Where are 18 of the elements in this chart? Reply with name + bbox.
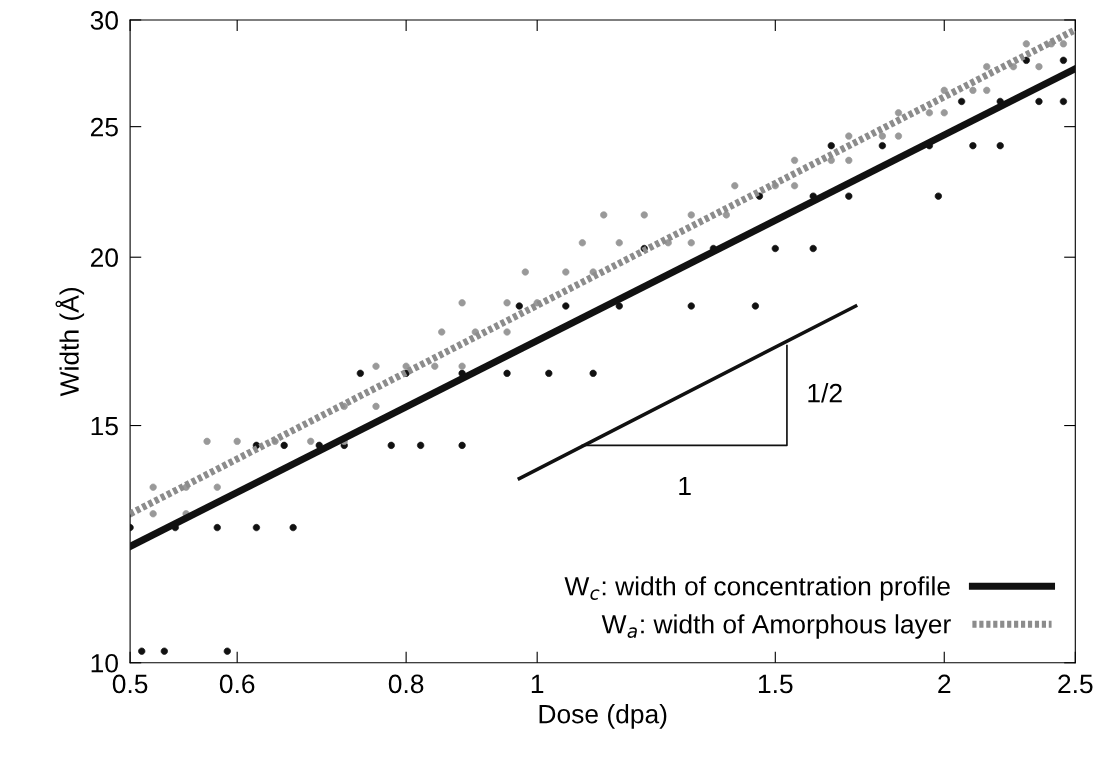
y-tick-label: 10 <box>91 653 118 673</box>
y-tick-label: 30 <box>90 11 118 30</box>
y-axis-title: Width (Å) <box>55 288 85 397</box>
x-tick-label: 0.5 <box>112 674 148 694</box>
x-tick-label: 2 <box>938 674 951 694</box>
x-tick-label: 0.6 <box>219 674 255 694</box>
x-tick-label: 0.8 <box>388 674 424 694</box>
legend-label: W$_{a}$: width of Amorphous layer <box>601 614 951 639</box>
x-tick-label: 1.5 <box>758 674 793 694</box>
y-tick-label: 25 <box>90 117 118 137</box>
x-tick-label: 2.5 <box>1058 674 1093 694</box>
annotation: 1/2 <box>808 383 842 403</box>
y-tick-label: 15 <box>91 416 118 436</box>
annotation: 1 <box>679 476 691 496</box>
x-axis-title: Dose (dpa) <box>539 704 667 729</box>
x-tick-label: 1 <box>531 674 544 694</box>
legend-label: W$_{c}$: width of concentration profile <box>564 576 950 601</box>
y-tick-label: 20 <box>90 248 118 268</box>
